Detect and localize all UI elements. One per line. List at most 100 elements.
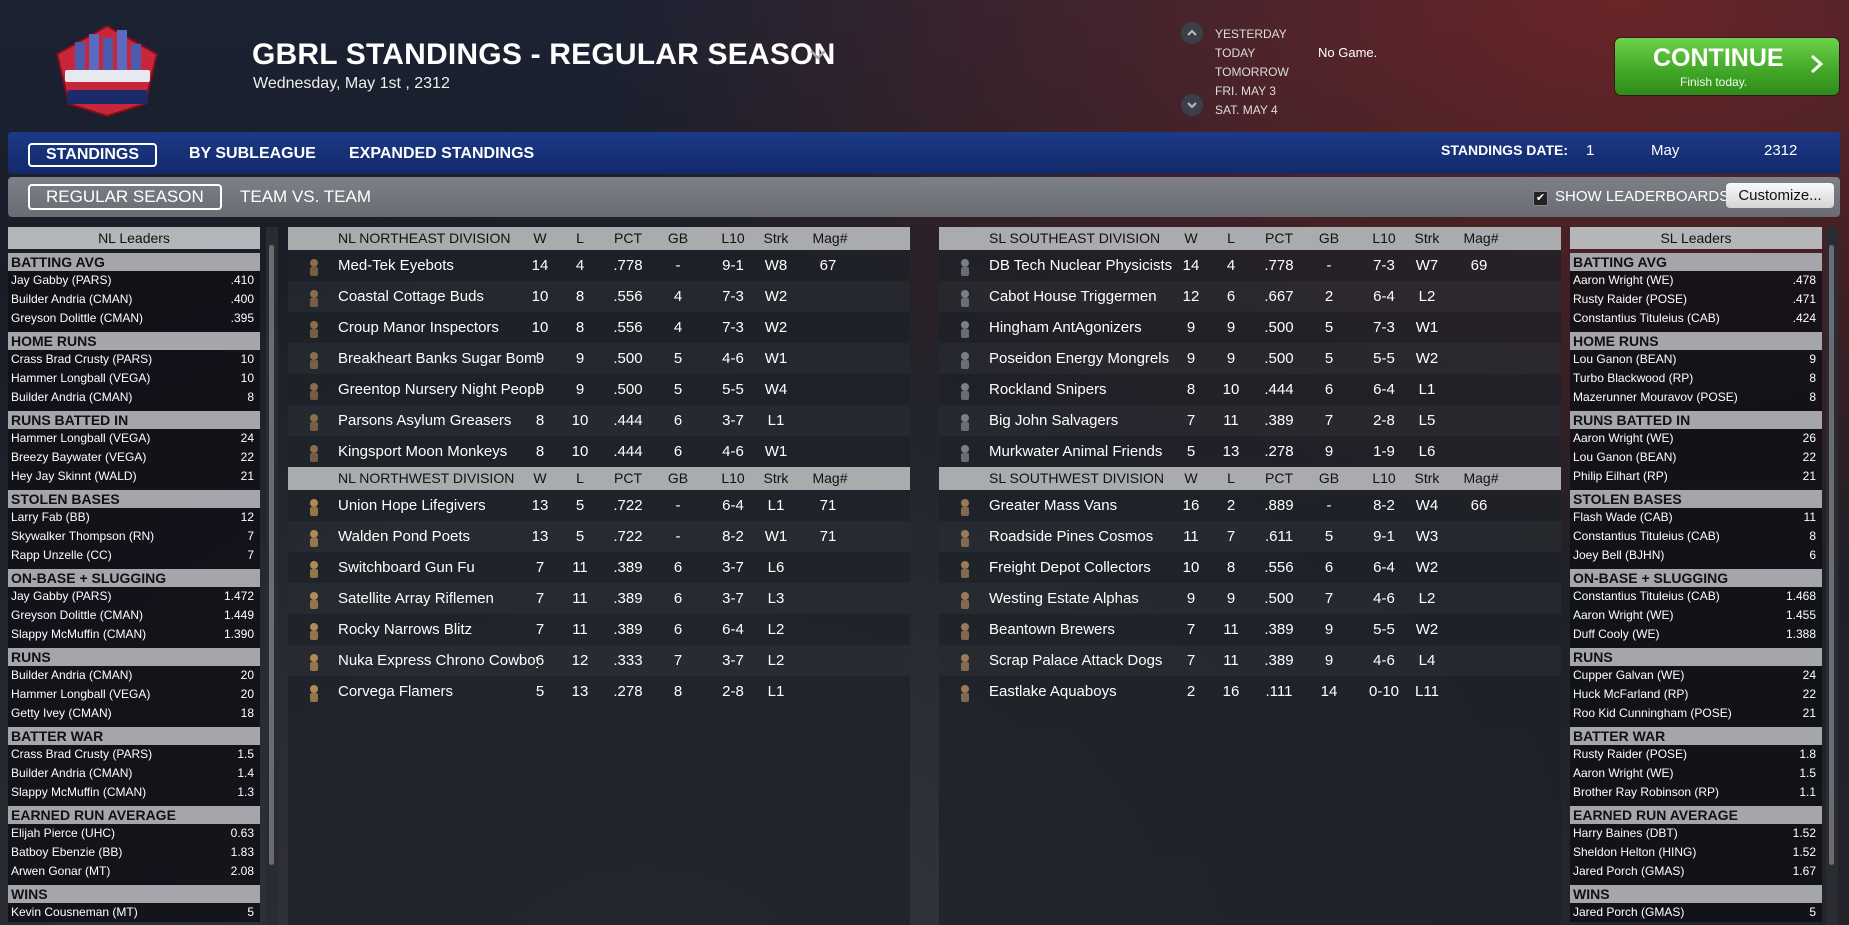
column-header[interactable]: L10 <box>721 470 745 486</box>
leader-row[interactable]: Builder Andria (CMAN) .400 <box>8 290 260 309</box>
chevron-up-icon[interactable] <box>1181 22 1203 44</box>
leader-row[interactable]: Slappy McMuffin (CMAN) 1.3 <box>8 783 260 802</box>
leader-row[interactable]: Lou Ganon (BEAN) 22 <box>1570 448 1822 467</box>
column-header[interactable]: Strk <box>763 230 789 246</box>
team-row[interactable]: Big John Salvagers 7 11 .389 7 2-8 L5 <box>939 405 1561 436</box>
leader-row[interactable]: Skywalker Thompson (RN) 7 <box>8 527 260 546</box>
leader-row[interactable]: Constantius Tituleius (CAB) .424 <box>1570 309 1822 328</box>
team-row[interactable]: Eastlake Aquaboys 2 16 .111 14 0-10 L11 <box>939 676 1561 707</box>
leader-row[interactable]: Hammer Longball (VEGA) 10 <box>8 369 260 388</box>
team-row[interactable]: Greater Mass Vans 16 2 .889 - 8-2 W4 66 <box>939 490 1561 521</box>
team-name-link[interactable]: Scrap Palace Attack Dogs <box>989 652 1163 669</box>
leader-row[interactable]: Roo Kid Cunningham (POSE) 21 <box>1570 704 1822 723</box>
leader-row[interactable]: Hammer Longball (VEGA) 24 <box>8 429 260 448</box>
tab-expanded-standings[interactable]: EXPANDED STANDINGS <box>349 145 535 162</box>
show-leaderboards-checkbox[interactable]: ✔ <box>1533 191 1548 206</box>
team-row[interactable]: Kingsport Moon Monkeys 8 10 .444 6 4-6 W1 <box>288 436 910 467</box>
leader-row[interactable]: Sheldon Helton (HING) 1.52 <box>1570 843 1822 862</box>
team-name-link[interactable]: Cabot House Triggermen <box>989 288 1157 305</box>
column-header[interactable]: Mag# <box>1463 470 1499 486</box>
column-header[interactable]: L <box>576 230 584 246</box>
day-fri[interactable]: FRI. MAY 3 <box>1215 84 1276 98</box>
team-name-link[interactable]: Freight Depot Collectors <box>989 559 1151 576</box>
leader-row[interactable]: Larry Fab (BB) 12 <box>8 508 260 527</box>
team-row[interactable]: Beantown Brewers 7 11 .389 9 5-5 W2 <box>939 614 1561 645</box>
leader-row[interactable]: Constantius Tituleius (CAB) 8 <box>1570 527 1822 546</box>
team-row[interactable]: Breakheart Banks Sugar Bombers99.50054-6… <box>288 343 910 374</box>
column-header[interactable]: L <box>576 470 584 486</box>
standings-date-day[interactable]: 1 <box>1586 142 1595 159</box>
team-name-link[interactable]: Greentop Nursery Night People <box>338 381 538 398</box>
team-name-link[interactable]: Union Hope Lifegivers <box>338 497 486 514</box>
leader-row[interactable]: Rapp Unzelle (CC) 7 <box>8 546 260 565</box>
team-row[interactable]: Freight Depot Collectors 10 8 .556 6 6-4 W2 <box>939 552 1561 583</box>
leader-row[interactable]: Builder Andria (CMAN) 20 <box>8 666 260 685</box>
leader-row[interactable]: Batboy Ebenzie (BB) 1.83 <box>8 843 260 862</box>
column-header[interactable]: Strk <box>1414 230 1440 246</box>
leader-row[interactable]: Philip Eilhart (RP) 21 <box>1570 467 1822 486</box>
leader-row[interactable]: Flash Wade (CAB) 11 <box>1570 508 1822 527</box>
leader-row[interactable]: Aaron Wright (WE) 1.5 <box>1570 764 1822 783</box>
leader-row[interactable]: Mazerunner Mouravov (POSE) 8 <box>1570 388 1822 407</box>
team-name-link[interactable]: Croup Manor Inspectors <box>338 319 499 336</box>
team-name-link[interactable]: Eastlake Aquaboys <box>989 683 1117 700</box>
scrollbar-thumb[interactable] <box>269 245 274 865</box>
team-row[interactable]: Murkwater Animal Friends 5 13 .278 9 1-9 L6 <box>939 436 1561 467</box>
team-name-link[interactable]: Satellite Array Riflemen <box>338 590 494 607</box>
column-header[interactable]: L10 <box>1372 230 1396 246</box>
team-row[interactable]: Hingham AntAgonizers 9 9 .500 5 7-3 W1 <box>939 312 1561 343</box>
column-header[interactable]: Mag# <box>812 230 848 246</box>
column-header[interactable]: Strk <box>763 470 789 486</box>
team-name-link[interactable]: Parsons Asylum Greasers <box>338 412 512 429</box>
leader-row[interactable]: Huck McFarland (RP) 22 <box>1570 685 1822 704</box>
team-name-link[interactable]: Rocky Narrows Blitz <box>338 621 473 638</box>
day-sat[interactable]: SAT. MAY 4 <box>1215 103 1278 117</box>
leader-row[interactable]: Builder Andria (CMAN) 8 <box>8 388 260 407</box>
leader-row[interactable]: Constantius Tituleius (CAB) 1.468 <box>1570 587 1822 606</box>
leader-row[interactable]: Turbo Blackwood (RP) 8 <box>1570 369 1822 388</box>
column-header[interactable]: W <box>533 230 547 246</box>
column-header[interactable]: PCT <box>1265 230 1293 246</box>
team-name-link[interactable]: Med-Tek Eyebots <box>338 257 454 274</box>
leader-row[interactable]: Rusty Raider (POSE) 1.8 <box>1570 745 1822 764</box>
leader-row[interactable]: Slappy McMuffin (CMAN) 1.390 <box>8 625 260 644</box>
leader-row[interactable]: Lou Ganon (BEAN) 9 <box>1570 350 1822 369</box>
column-header[interactable]: PCT <box>1265 470 1293 486</box>
nl-leaders-scrollbar[interactable] <box>266 227 278 925</box>
team-row[interactable]: Poseidon Energy Mongrels 9 9 .500 5 5-5 W2 <box>939 343 1561 374</box>
column-header[interactable]: Mag# <box>812 470 848 486</box>
leader-row[interactable]: Aaron Wright (WE) 1.455 <box>1570 606 1822 625</box>
leader-row[interactable]: Jared Porch (GMAS) 5 <box>1570 903 1822 922</box>
team-row[interactable]: Corvega Flamers 5 13 .278 8 2-8 L1 <box>288 676 910 707</box>
team-row[interactable]: Rocky Narrows Blitz 7 11 .389 6 6-4 L2 <box>288 614 910 645</box>
team-name-link[interactable]: Rockland Snipers <box>989 381 1107 398</box>
leader-row[interactable]: Greyson Dolittle (CMAN) .395 <box>8 309 260 328</box>
leader-row[interactable]: Brother Ray Robinson (RP) 1.1 <box>1570 783 1822 802</box>
team-name-link[interactable]: Breakheart Banks Sugar Bombers <box>338 350 538 367</box>
team-name-link[interactable]: Hingham AntAgonizers <box>989 319 1142 336</box>
team-name-link[interactable]: Poseidon Energy Mongrels <box>989 350 1170 367</box>
continue-button[interactable]: CONTINUE Finish today. <box>1615 38 1839 95</box>
chevron-down-icon[interactable] <box>1181 94 1203 116</box>
tab-by-subleague[interactable]: BY SUBLEAGUE <box>189 145 316 162</box>
leader-row[interactable]: Jay Gabby (PARS) .410 <box>8 271 260 290</box>
team-name-link[interactable]: Big John Salvagers <box>989 412 1119 429</box>
column-header[interactable]: PCT <box>614 230 642 246</box>
team-row[interactable]: Med-Tek Eyebots 14 4 .778 - 9-1 W8 67 <box>288 250 910 281</box>
column-header[interactable]: L10 <box>721 230 745 246</box>
team-row[interactable]: Walden Pond Poets 13 5 .722 - 8-2 W1 71 <box>288 521 910 552</box>
leader-row[interactable]: Arwen Gonar (MT) 2.08 <box>8 862 260 881</box>
column-header[interactable]: L10 <box>1372 470 1396 486</box>
team-row[interactable]: Roadside Pines Cosmos 11 7 .611 5 9-1 W3 <box>939 521 1561 552</box>
column-header[interactable]: Strk <box>1414 470 1440 486</box>
team-name-link[interactable]: Switchboard Gun Fu <box>338 559 475 576</box>
column-header[interactable]: GB <box>667 230 689 246</box>
column-header[interactable]: GB <box>1318 470 1340 486</box>
team-name-link[interactable]: Westing Estate Alphas <box>989 590 1139 607</box>
team-row[interactable]: Cabot House Triggermen 12 6 .667 2 6-4 L2 <box>939 281 1561 312</box>
column-header[interactable]: L <box>1227 470 1235 486</box>
leader-row[interactable]: Rusty Raider (POSE) .471 <box>1570 290 1822 309</box>
leader-row[interactable]: Aaron Wright (WE) 26 <box>1570 429 1822 448</box>
sl-leaders-scrollbar[interactable] <box>1826 227 1838 925</box>
day-today[interactable]: TODAY <box>1215 46 1256 60</box>
